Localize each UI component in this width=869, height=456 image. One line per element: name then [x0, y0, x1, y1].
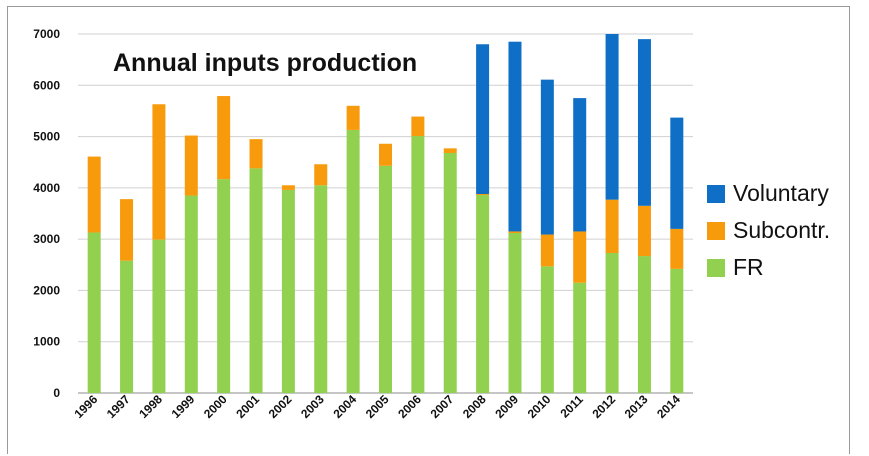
bar-segment	[379, 165, 392, 393]
chart-title: Annual inputs production	[113, 49, 417, 77]
bar-segment	[249, 168, 263, 393]
bar-segment	[637, 205, 651, 257]
bar-segment	[540, 79, 554, 235]
y-tick-label: 2000	[33, 283, 60, 297]
bar-segment	[573, 98, 587, 232]
y-axis-ticks: 0 1000 2000 3000 4000 5000 6000 7000	[33, 27, 60, 400]
bar-segment	[637, 39, 651, 206]
y-tick-label: 3000	[33, 232, 60, 246]
legend-swatch	[707, 184, 725, 203]
y-tick-label: 4000	[33, 181, 60, 195]
bar-segment	[637, 256, 651, 393]
legend-item: Voluntary	[707, 175, 830, 212]
x-tick-label: 2003	[298, 392, 327, 421]
bar-segment	[217, 179, 231, 393]
bar-segment	[184, 195, 198, 393]
bar-segment	[411, 116, 425, 137]
legend: Voluntary Subcontr. FR	[707, 175, 830, 286]
x-tick-label: 2001	[233, 392, 262, 421]
x-tick-label: 2013	[622, 392, 651, 421]
x-tick-label: 1996	[72, 392, 101, 421]
bar-segment	[605, 199, 619, 253]
bar-segment	[281, 189, 295, 393]
x-tick-label: 2000	[201, 392, 230, 421]
bar-segment	[476, 194, 490, 196]
bar-segment	[540, 266, 554, 393]
x-tick-label: 2009	[492, 392, 521, 421]
bar-segment	[346, 129, 360, 393]
bar-segment	[87, 156, 101, 233]
bar-segment	[314, 164, 328, 186]
bar-segment	[573, 282, 587, 393]
bar-segment	[217, 96, 231, 180]
bar-segment	[249, 139, 263, 169]
bar-segment	[605, 34, 619, 200]
bar-segment	[540, 234, 554, 267]
x-tick-label: 2012	[589, 392, 618, 421]
legend-label: Subcontr.	[733, 217, 831, 243]
bar-segment	[443, 152, 457, 393]
bar-segment	[508, 41, 522, 232]
y-tick-label: 5000	[33, 130, 60, 144]
bar-segment	[476, 195, 490, 393]
bar-segment	[281, 185, 295, 190]
bar-segment	[508, 232, 522, 393]
x-tick-label: 2002	[266, 392, 295, 421]
x-tick-label: 2011	[558, 392, 587, 421]
x-tick-label: 1997	[104, 392, 133, 421]
legend-label: FR	[733, 254, 764, 280]
y-tick-label: 1000	[33, 335, 60, 349]
x-tick-label: 2008	[460, 392, 489, 421]
bar-segment	[152, 239, 166, 393]
bar-segment	[379, 143, 392, 166]
bar-segment	[670, 228, 684, 269]
legend-swatch	[707, 258, 725, 277]
bar-segment	[120, 199, 134, 261]
legend-item: FR	[707, 249, 830, 286]
x-tick-label: 2014	[654, 392, 683, 421]
bar-segment	[605, 252, 619, 393]
x-tick-label: 2007	[428, 392, 457, 421]
y-tick-label: 7000	[33, 27, 60, 41]
bar-segment	[670, 117, 684, 229]
bar-segment	[443, 148, 457, 153]
bar-segment	[670, 268, 684, 393]
bar-segment	[411, 136, 425, 393]
bar-segment	[476, 44, 490, 195]
bar-segment	[346, 105, 360, 130]
x-tick-label: 2004	[330, 392, 359, 421]
bar-segment	[508, 231, 522, 233]
x-tick-label: 2010	[525, 392, 554, 421]
x-tick-label: 1998	[136, 392, 165, 421]
bar-segment	[87, 232, 101, 393]
x-tick-label: 2005	[363, 392, 392, 421]
x-tick-label: 2006	[395, 392, 424, 421]
bars	[87, 34, 684, 393]
legend-label: Voluntary	[733, 180, 829, 206]
legend-item: Subcontr.	[707, 212, 830, 249]
y-tick-label: 0	[53, 386, 60, 400]
legend-swatch	[707, 221, 725, 240]
bar-segment	[573, 231, 587, 283]
x-axis-ticks: 1996 1997 1998 1999 2000 2001 2002 2003 2004 2005…	[72, 392, 684, 421]
bar-segment	[184, 135, 198, 196]
x-tick-label: 1999	[169, 392, 198, 421]
y-tick-label: 6000	[33, 78, 60, 92]
bar-segment	[314, 185, 328, 393]
bar-segment	[120, 260, 134, 393]
bar-segment	[152, 104, 166, 240]
